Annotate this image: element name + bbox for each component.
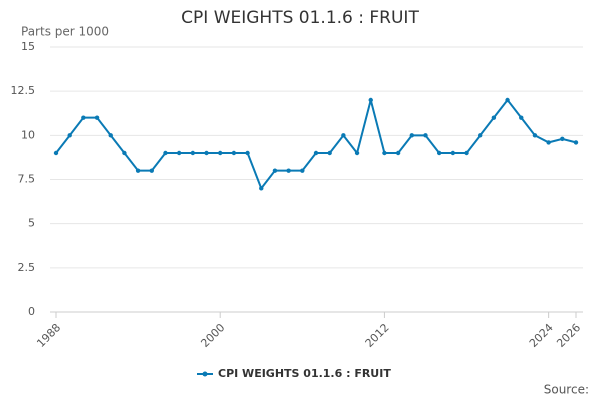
point [409, 133, 414, 138]
point [231, 150, 237, 156]
y-tick-label: 0 [28, 305, 35, 318]
y-tick-label: 10 [21, 128, 35, 141]
y-axis-label: Parts per 1000 [21, 25, 109, 39]
legend-label: CPI WEIGHTS 01.1.6 : FRUIT [218, 367, 391, 380]
point [286, 168, 291, 173]
point [176, 150, 182, 156]
point [67, 133, 72, 138]
point [300, 168, 305, 173]
point [245, 150, 250, 156]
x-tick-label: 2026 [554, 321, 583, 350]
y-tick-label: 12.5 [11, 84, 36, 97]
point [382, 150, 387, 156]
point [218, 150, 223, 156]
y-tick-label: 2.5 [18, 261, 36, 274]
point [108, 133, 113, 138]
point [327, 150, 332, 156]
point [190, 150, 196, 156]
point [313, 150, 319, 156]
point [560, 136, 565, 142]
point [423, 133, 428, 138]
x-tick-label: 2012 [363, 321, 392, 350]
chart-title: CPI WEIGHTS 01.1.6 : FRUIT [181, 8, 419, 28]
legend-marker [202, 371, 208, 377]
point [122, 150, 127, 156]
point [368, 97, 373, 103]
point [395, 150, 401, 156]
point [149, 168, 154, 173]
point [53, 150, 59, 156]
point [546, 140, 551, 145]
point [354, 150, 360, 156]
point [478, 133, 483, 138]
point [505, 97, 510, 103]
x-tick-label: 2024 [527, 321, 556, 350]
point [464, 150, 469, 156]
point [436, 150, 442, 156]
point [573, 140, 579, 145]
point [81, 115, 86, 120]
point [532, 133, 538, 138]
point [491, 115, 497, 120]
point [135, 168, 141, 173]
y-tick-label: 5 [28, 217, 35, 230]
y-tick-label: 15 [21, 40, 35, 53]
point [94, 115, 100, 120]
point [272, 168, 278, 173]
source: Source: [544, 383, 589, 397]
line [55, 98, 577, 191]
point [163, 150, 168, 156]
point [519, 115, 524, 120]
x-tick-label: 2000 [198, 321, 227, 350]
point [259, 186, 264, 191]
x-tick-label: 1988 [34, 321, 63, 350]
point [204, 150, 209, 156]
y-tick-label: 7.5 [18, 173, 36, 186]
point [450, 150, 456, 156]
point [341, 133, 346, 138]
